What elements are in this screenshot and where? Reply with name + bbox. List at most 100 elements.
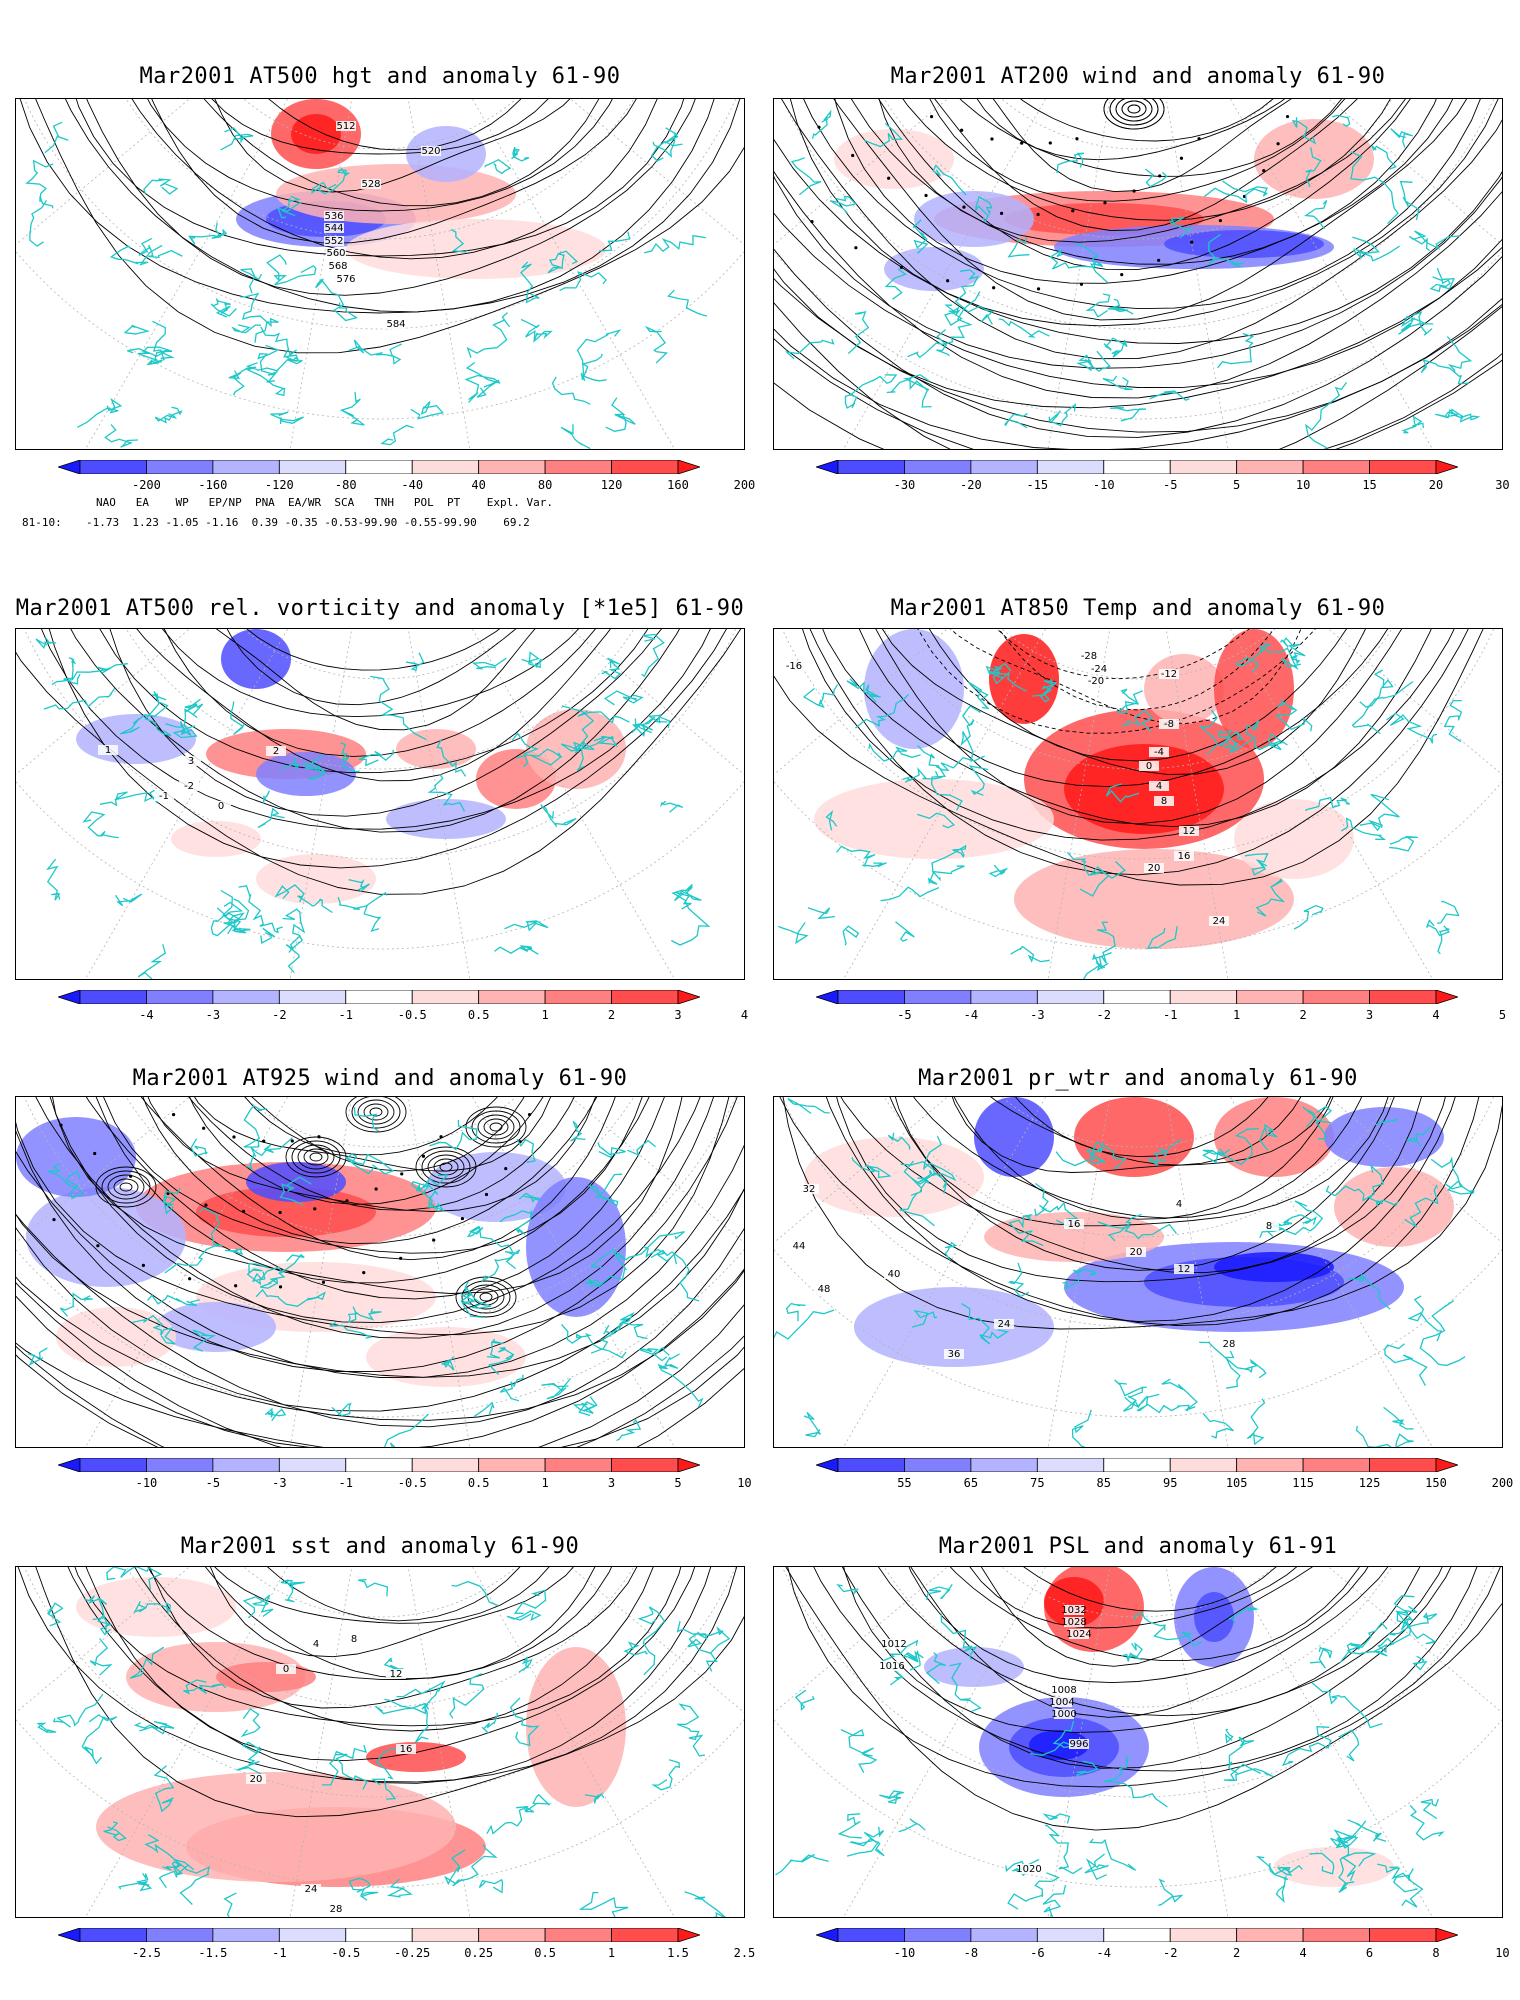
coastline-segment [280,1579,305,1603]
coastline-segment [652,127,679,158]
colorbar-segment [970,1458,1038,1472]
streamline-arrow [232,1135,236,1139]
coastline-segment [1425,919,1450,955]
contour-label: 1016 [879,1661,904,1672]
coastline-segment [1346,1621,1388,1653]
coastline-segment [240,268,263,294]
coastline-segment [1254,732,1288,751]
coastline-segment [246,1263,269,1286]
colorbar-segment [544,990,612,1004]
coastline-segment [1235,642,1272,673]
coastline-segment [901,1649,924,1671]
colorbar-segment [345,1458,413,1472]
colorbar-tick: -2.5 [131,1946,161,1960]
coastline-segment [187,222,228,245]
coastline-segment [340,742,360,773]
coastline-segment [173,1858,211,1905]
anomaly-region [256,752,356,796]
contour-line [16,1213,744,1428]
colorbar-segment [1103,1458,1171,1472]
contour-label-bg [784,661,804,671]
colorbar-segment [1369,1458,1437,1472]
coastline-segment [925,1652,947,1685]
colorbar-arrow-left [58,990,81,1004]
contour-line [16,1270,744,1421]
coastline-segment [329,1322,373,1339]
coastline-segment [912,219,929,254]
colorbar-tick: -10 [135,1476,158,1490]
anomaly-region [221,629,291,689]
coastline-segment [106,1567,163,1590]
coastline-segment [974,195,993,223]
colorbar-tick: 2 [1233,1946,1241,1960]
vortex-ring [1127,104,1141,114]
colorbar-arrow-left [816,1458,839,1472]
coastline-segment [1010,945,1050,963]
coastline-segment [623,1641,648,1656]
contour-line [67,1567,712,1784]
coastline-segment [227,898,251,935]
coastline-segment [1311,1682,1383,1729]
contour-line [35,99,744,354]
colorbar-segment [904,990,972,1004]
streamline-arrow [93,1151,97,1156]
coastline-segment [144,693,172,737]
anomaly-region [1214,1252,1334,1282]
contour-line [774,278,1502,433]
contour-lines [16,1097,744,1447]
coastline-segment [516,1138,536,1163]
contour-line [889,1097,1395,1271]
colorbar-p6: 55 65 75 85 95 105 115 125 150 200 [816,1458,1513,1490]
streamline-arrow [1132,189,1136,193]
coastline-segment [1368,1194,1399,1208]
contour-line [779,1097,1480,1326]
coastline-segment [1280,1214,1317,1227]
coastline-segment [1121,1642,1143,1662]
colorbar-arrow-left [58,1458,81,1472]
anomaly-region [1194,1592,1234,1642]
coastlines [27,1105,704,1447]
panel-title-p1: Mar2001 AT500 hgt and anomaly 61-90 [139,64,621,89]
contour-label: -1 [159,791,169,802]
coastline-segment [572,735,619,753]
coastline-segment [464,1280,492,1309]
colorbar-tick: -3 [272,1476,287,1490]
coastline-segment [162,1187,181,1215]
panel-title-p8: Mar2001 PSL and anomaly 61-91 [938,1534,1338,1559]
colorbar-tick: 3 [1365,1008,1374,1022]
contour-line [774,175,1502,369]
contour-label: 8 [351,1634,357,1645]
contour-line [992,99,1292,193]
coastline-segment [1105,783,1140,803]
coastline-segment [1419,1300,1466,1367]
coastline-segment [1158,1878,1184,1907]
contour-label-bg [1149,781,1169,791]
streamline-arrow [929,115,934,119]
coastline-segment [559,271,607,292]
contour-line [109,629,662,817]
coastline-segment [917,1135,957,1184]
contour-label-bg [324,211,344,221]
streamline-arrow [1120,272,1124,277]
coastline-segment [887,1132,911,1151]
contour-line [214,1567,550,1624]
contour-label-bg [1019,1864,1039,1874]
coastline-segment [985,662,1027,692]
contour-label-bg [1054,1709,1074,1719]
coastline-segment [274,884,305,903]
anomaly-region [989,634,1059,724]
coastline-segment [1075,1760,1099,1777]
coastline-segment [311,167,351,195]
coastline-segment [129,1646,165,1679]
streamline-arrow [171,1113,176,1117]
coastline-segment [415,1182,439,1205]
contour-label: 1028 [1061,1617,1086,1628]
coastline-segment [450,229,468,253]
streamline-arrow [188,1277,192,1281]
anomaly-region [804,1137,984,1217]
coastline-segment [1409,1804,1445,1841]
coastline-segment [895,921,915,942]
colorbar-tick: 95 [1162,1476,1178,1490]
coastlines [778,637,1463,979]
coastline-segment [846,1826,885,1857]
